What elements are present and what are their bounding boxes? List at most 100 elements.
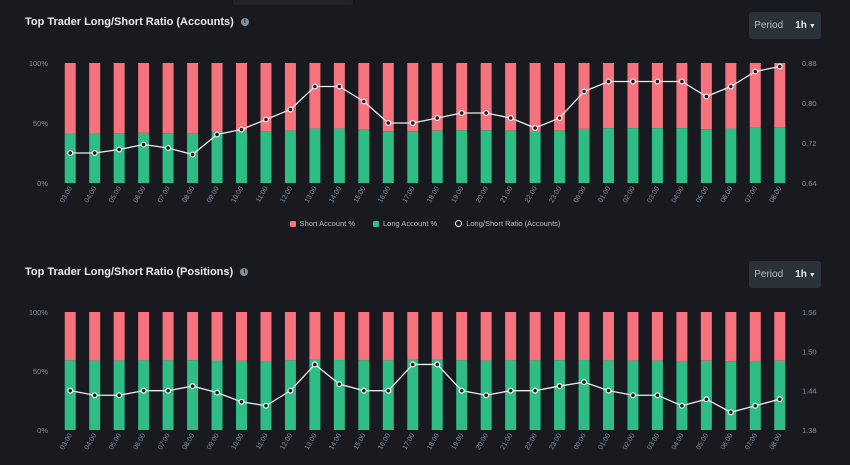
ratio-point [409,361,416,368]
ratio-point [532,387,539,394]
x-tick-label: 05:00 [108,185,123,204]
long-bar [431,130,443,183]
x-tick-label: 07:00 [157,185,172,204]
accounts-chart-title: Top Trader Long/Short Ratio (Accounts) i [25,16,249,28]
accounts-chart: 0% 50% 100% 0.64 0.72 0.80 0.88 03:00 04:00 05:00… [29,59,817,204]
x-tick-label: 03:00 [59,432,74,451]
x-tick-label: 06:00 [720,185,735,204]
ratio-point [752,402,759,409]
x-tick-label: 04:00 [84,185,99,204]
x-tick-label: 09:00 [206,185,221,204]
x-tick-label: 16:00 [377,432,392,451]
short-bar [578,312,590,361]
long-bar [284,130,296,183]
legend-ratio-label: Long/Short Ratio (Accounts) [466,219,561,228]
x-tick-label: 19:00 [451,432,466,451]
long-bar [505,130,517,183]
ratio-point [238,398,245,405]
y-right-tick-label: 1.56 [802,308,817,317]
long-bar [113,133,125,183]
x-tick-label: 09:00 [206,432,221,451]
y-left-tick-label: 100% [29,59,49,68]
legend-short-label: Short Account % [299,219,355,228]
x-tick-label: 15:00 [353,185,368,204]
x-tick-label: 18:00 [426,185,441,204]
ratio-point [140,141,147,148]
ratio-point [140,387,147,394]
long-bar [774,360,786,430]
short-bar [627,312,639,361]
x-tick-label: 08:00 [181,432,196,451]
x-tick-label: 23:00 [548,432,563,451]
short-bar [162,312,174,361]
x-tick-label: 08:00 [769,432,784,451]
x-tick-label: 21:00 [500,432,515,451]
long-bar [529,360,541,430]
long-bar [187,360,199,430]
info-icon[interactable]: i [240,268,249,276]
long-bar [162,360,174,430]
short-bar [651,312,663,361]
long-bar [725,361,737,430]
long-bar [725,128,737,183]
long-bar [138,132,150,183]
legend-ratio[interactable]: Long/Short Ratio (Accounts) [455,219,560,228]
short-bar [554,63,566,131]
long-bar [749,360,761,430]
ratio-point [287,106,294,113]
short-bar [749,312,761,361]
chevron-down-icon: ▼ [808,272,816,279]
period-selector[interactable]: Period 1h ▼ [749,12,821,39]
period-label: Period [754,20,784,31]
ratio-point [165,144,172,152]
ratio-point [336,381,343,388]
long-bar [309,359,321,430]
long-bar [627,128,639,183]
y-left-tick-label: 0% [37,179,48,188]
short-bar [138,312,150,361]
x-tick-label: 02:00 [622,185,637,204]
legend-short[interactable]: Short Account % [289,219,355,228]
long-bar [236,131,247,183]
long-bar [603,128,614,183]
short-bar [187,63,199,134]
short-bar [505,312,517,361]
short-bar [603,63,614,129]
long-bar [407,131,419,183]
x-tick-label: 05:00 [108,432,123,451]
long-bar [162,133,174,183]
ratio-point [311,83,318,90]
x-tick-label: 23:00 [548,185,563,204]
ratio-point [678,402,685,409]
x-tick-label: 06:00 [133,432,148,451]
legend-long-label: Long Account % [383,219,438,228]
ratio-point [629,392,637,399]
x-tick-label: 18:00 [426,432,441,451]
short-bar [407,63,419,132]
positions-title-text: Top Trader Long/Short Ratio (Positions) [25,266,234,278]
legend-long[interactable]: Long Account % [373,219,437,228]
long-bar [749,127,761,183]
x-tick-label: 08:00 [769,185,784,204]
x-tick-label: 10:00 [230,185,245,204]
x-tick-label: 13:00 [304,185,319,204]
short-bar [309,63,321,129]
info-icon[interactable]: i [240,18,249,26]
ratio-point [458,109,465,117]
short-bar [89,63,101,134]
ratio-point [556,114,563,122]
ratio-point [776,63,783,70]
long-bar [138,360,150,430]
ratio-point [189,151,196,158]
long-bar [431,359,443,430]
long-bar [700,360,712,430]
short-bar [260,63,272,132]
long-bar [676,360,688,430]
x-tick-label: 11:00 [255,432,270,450]
short-bar [113,63,125,134]
ratio-point [91,149,98,157]
short-bar [456,312,468,361]
period-selector[interactable]: Period 1h ▼ [749,261,821,288]
x-tick-label: 17:00 [402,185,417,204]
short-bar [382,63,394,132]
